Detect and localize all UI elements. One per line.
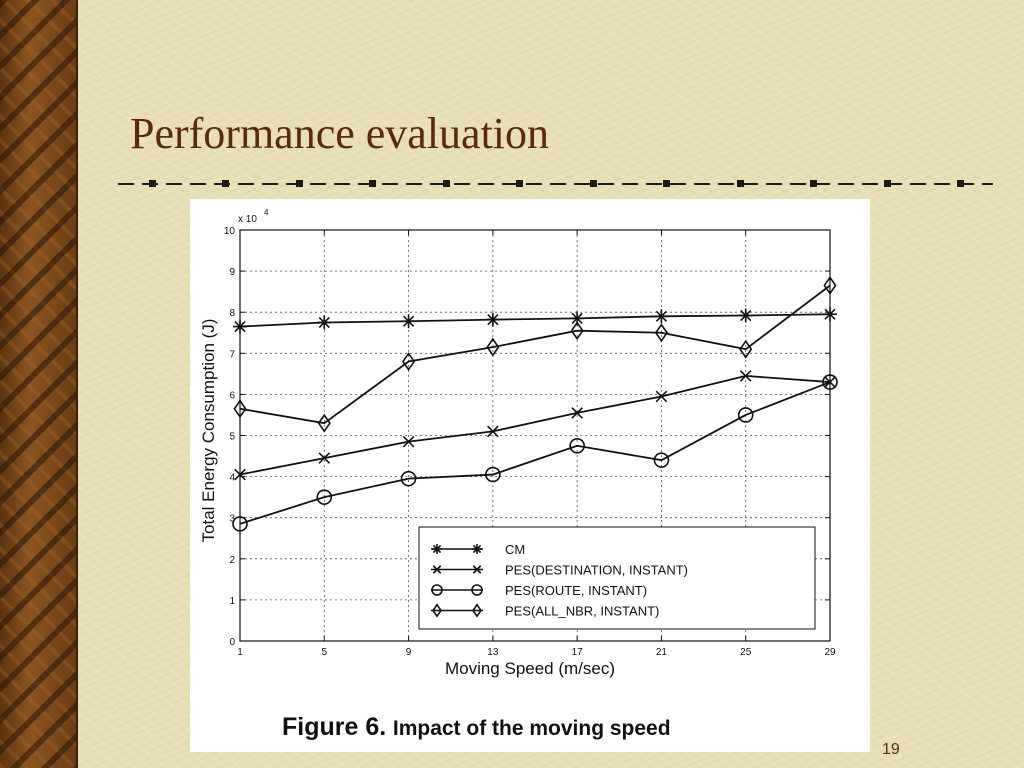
- series-3-point: [485, 466, 501, 483]
- y-tick-label: 6: [229, 390, 235, 401]
- legend-marker: [472, 565, 482, 574]
- series-2-point: [234, 468, 246, 481]
- y-tick-label: 2: [229, 555, 235, 566]
- series-line-2: [239, 374, 831, 476]
- series-line-4: [239, 284, 831, 425]
- y-multiplier-label: x 10: [238, 214, 257, 225]
- caption-text: Impact of the moving speed: [392, 717, 671, 740]
- series-1-point: [823, 307, 837, 322]
- x-tick-label: 13: [487, 647, 499, 658]
- y-tick-label: 9: [229, 267, 235, 278]
- figure-caption: Figure 6. Impact of the moving speed: [282, 713, 802, 742]
- slide-title: Performance evaluation: [130, 109, 550, 158]
- series-1-point: [654, 309, 669, 324]
- series-2-point: [487, 425, 499, 438]
- y-tick-label: 5: [229, 432, 235, 443]
- series-2-point: [655, 390, 668, 403]
- series-4-point: [317, 413, 331, 433]
- y-tick-label: 10: [224, 226, 236, 237]
- x-axis-label: Moving Speed (m/sec): [445, 659, 615, 678]
- series-1-point: [233, 319, 247, 334]
- x-tick-label: 29: [824, 647, 836, 658]
- legend-marker: [432, 565, 442, 574]
- title-divider: [118, 180, 993, 187]
- series-1-point: [401, 314, 416, 329]
- series-line-1: [239, 313, 831, 328]
- legend-marker: [432, 603, 442, 618]
- series-4-point: [823, 276, 837, 295]
- series-4-point: [570, 321, 584, 341]
- legend-label: PES(ALL_NBR, INSTANT): [505, 604, 659, 619]
- series-3-point: [822, 374, 838, 390]
- y-tick-label: 3: [229, 514, 235, 525]
- series-2-point: [739, 370, 752, 382]
- legend-marker: [472, 603, 482, 618]
- series-2-point: [402, 435, 415, 448]
- legend-label: PES(ROUTE, INSTANT): [505, 583, 647, 598]
- series-2-point: [318, 452, 331, 464]
- series-1-point: [570, 311, 585, 326]
- y-tick-label: 4: [229, 473, 235, 484]
- y-tick-label: 1: [229, 596, 235, 607]
- legend-marker: [431, 584, 443, 596]
- x-tick-label: 1: [237, 647, 243, 658]
- series-4-point: [739, 339, 753, 359]
- x-tick-label: 25: [740, 647, 752, 658]
- series-2-point: [571, 407, 583, 419]
- legend-label: CM: [505, 542, 525, 557]
- y-multiplier-exponent: 4: [264, 208, 269, 217]
- figure-panel: 1 5 9 13 17 21 25 29 0 1 2 3 4 5 6 7 8 9 10 x 10 4 Moving Spe…: [190, 199, 870, 752]
- x-tick-label: 9: [406, 647, 412, 658]
- legend-marker: [472, 544, 482, 554]
- series-3-point: [316, 489, 333, 505]
- series-1-point: [317, 315, 332, 330]
- series-4-point: [233, 399, 247, 419]
- series-line-3: [239, 381, 831, 525]
- legend-marker: [432, 544, 442, 554]
- caption-prefix: Figure 6.: [282, 713, 387, 741]
- y-tick-label: 0: [229, 637, 235, 648]
- series-1-point: [485, 312, 500, 327]
- series-3-point: [653, 452, 670, 468]
- y-tick-label: 7: [229, 349, 235, 360]
- x-tick-label: 5: [322, 647, 328, 658]
- wood-sidebar: [0, 0, 78, 768]
- y-axis-label: Total Energy Consumption (J): [199, 319, 218, 543]
- legend-label: PES(DESTINATION, INSTANT): [505, 563, 688, 578]
- series-3-point: [232, 516, 248, 532]
- x-tick-label: 17: [572, 647, 584, 658]
- x-tick-label: 21: [656, 647, 668, 658]
- series-3-point: [400, 470, 417, 487]
- legend-box: [418, 526, 816, 630]
- series-1-point: [738, 308, 753, 323]
- y-tick-label: 8: [229, 308, 235, 319]
- page-number: 19: [882, 741, 900, 758]
- series-4-point: [654, 323, 669, 343]
- series-3-point: [737, 407, 754, 423]
- legend-marker: [471, 584, 483, 596]
- series-4-point: [401, 352, 416, 371]
- series-3-point: [569, 437, 585, 454]
- series-4-point: [486, 337, 500, 357]
